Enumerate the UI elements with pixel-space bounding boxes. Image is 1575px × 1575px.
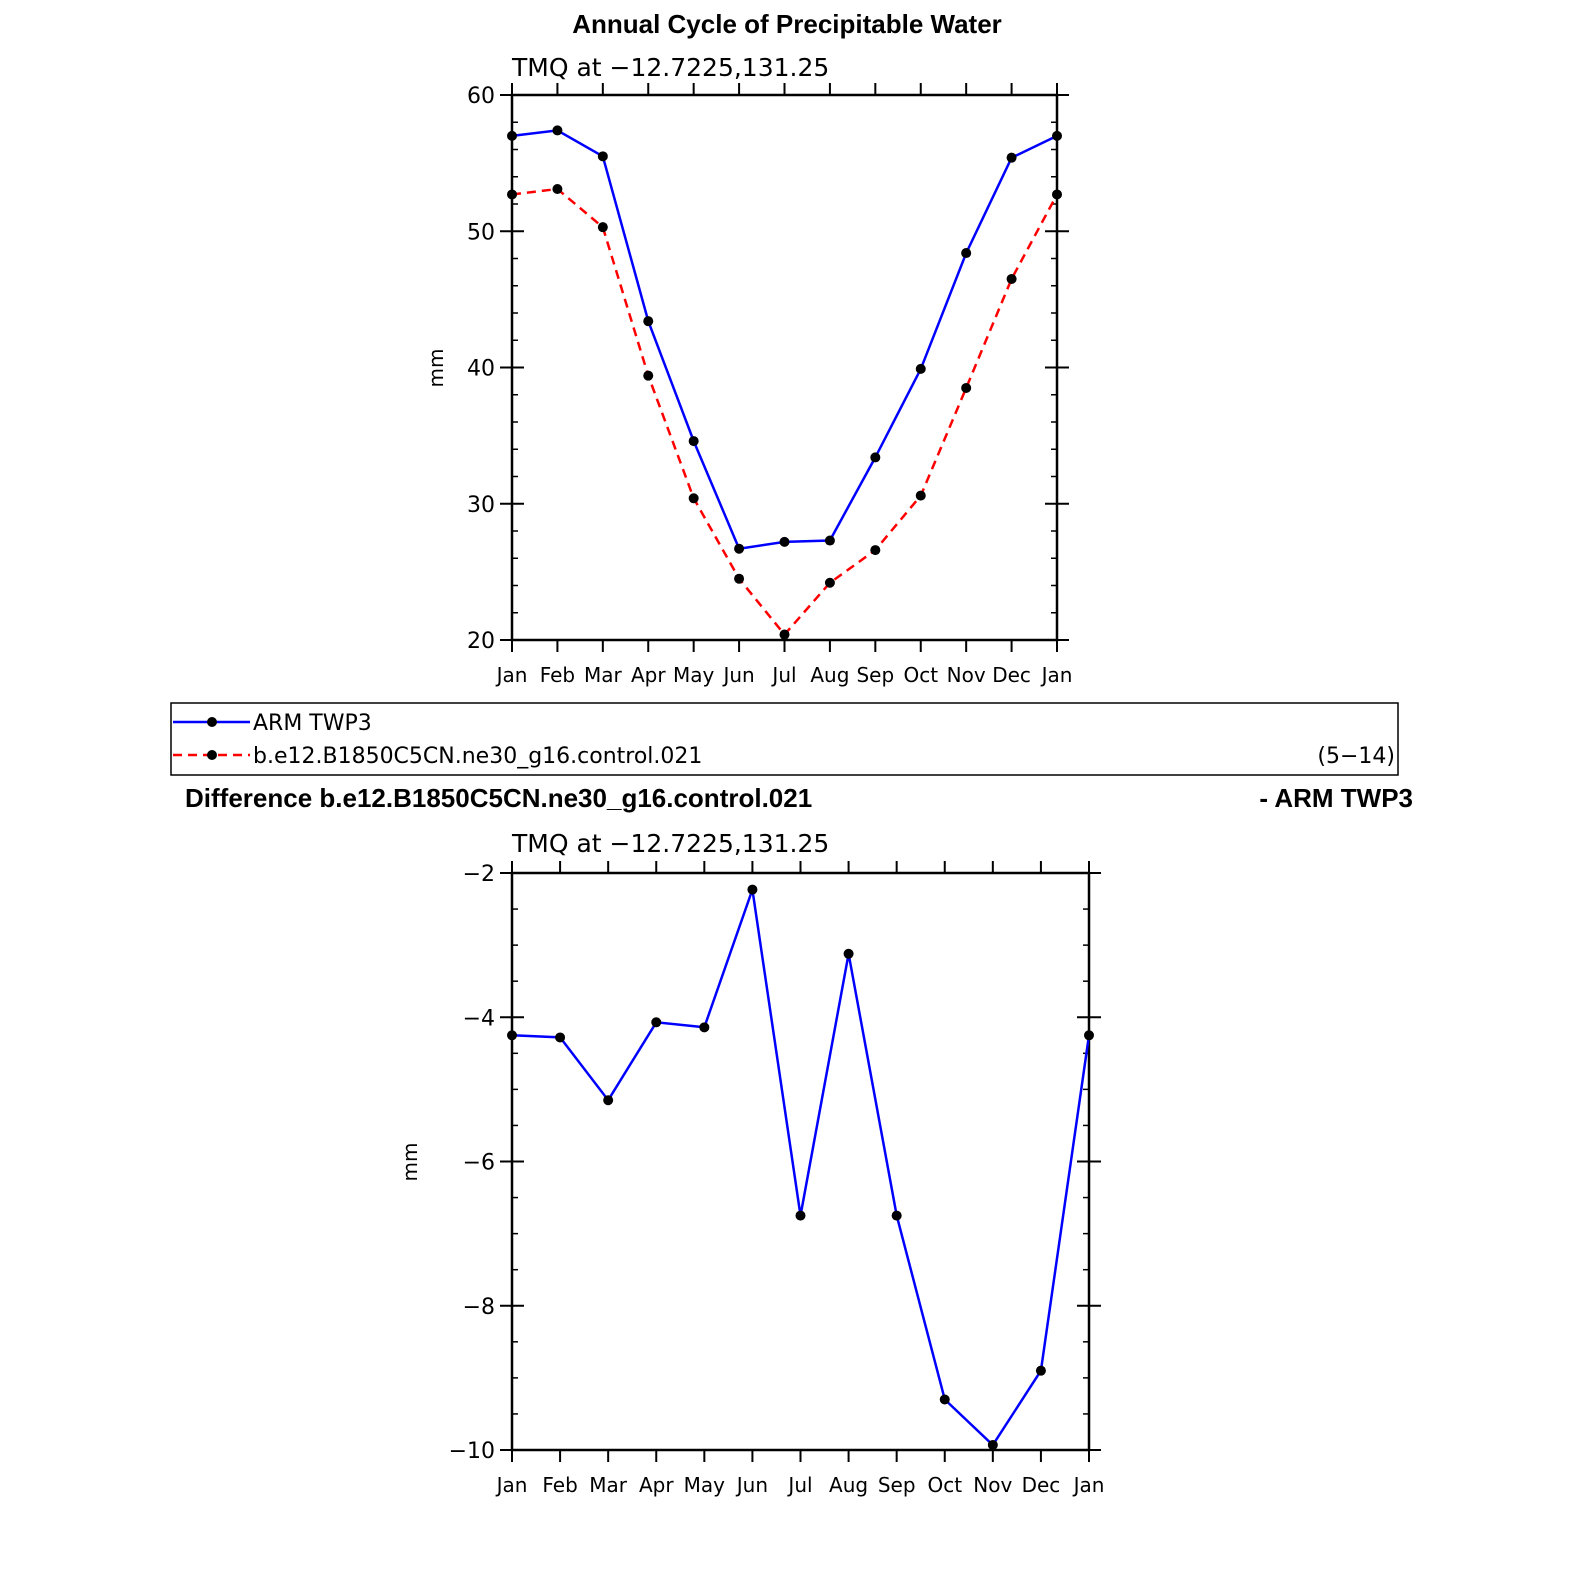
chart2-subtitle: TMQ at −12.7225,131.25 xyxy=(511,829,829,858)
chart1-series-1-point xyxy=(507,130,517,141)
chart2-series-1-point xyxy=(795,1210,806,1221)
chart2-y-axis-label: mm xyxy=(398,1143,422,1182)
chart2-frame xyxy=(510,871,1091,1452)
chart1-x-tick-label: Jan xyxy=(495,663,528,687)
chart1-series-1-point xyxy=(779,536,790,547)
chart1-y-tick-label: 40 xyxy=(467,357,495,382)
chart2-y-tick-label: −8 xyxy=(463,1295,495,1320)
chart2-series-1-point xyxy=(1084,1030,1094,1041)
chart1-y-tick-label: 50 xyxy=(467,220,495,245)
chart1-series-1-point xyxy=(824,535,835,546)
chart1-title: Annual Cycle of Precipitable Water xyxy=(572,9,1002,39)
chart1-subtitle: TMQ at −12.7225,131.25 xyxy=(511,53,829,82)
chart1-series-1-point xyxy=(961,248,972,259)
chart2-series-1-point xyxy=(843,948,854,959)
chart1-y-tick-label: 20 xyxy=(467,629,495,654)
chart2-series-1-point xyxy=(1035,1365,1046,1376)
chart1-series-2-point xyxy=(779,629,790,640)
chart2-series-1-point xyxy=(891,1210,902,1221)
chart2-x-tick-label: Dec xyxy=(1022,1473,1061,1497)
chart1-series-2-point xyxy=(915,490,926,501)
chart1-series-2-point xyxy=(688,493,699,504)
chart1-x-tick-label: Jun xyxy=(721,663,754,687)
chart1-series-1-line xyxy=(511,129,1058,551)
chart1-series-1-point xyxy=(597,151,608,162)
chart1-series-2-point xyxy=(643,370,654,381)
chart1-x-tick-label: Aug xyxy=(810,663,849,687)
chart1-x-tick-label: Nov xyxy=(947,663,986,687)
chart2-y-tick-label: −6 xyxy=(463,1151,495,1176)
chart2-x-tick-label: Feb xyxy=(542,1473,577,1497)
legend-label-arm: ARM TWP3 xyxy=(253,711,372,736)
legend-label-model: b.e12.B1850C5CN.ne30_g16.control.021 xyxy=(253,744,702,769)
chart1-series-2-point xyxy=(1052,189,1062,200)
chart1-x-tick-label: Oct xyxy=(903,663,938,687)
chart1-series-2-point xyxy=(870,545,881,556)
chart2-y-tick-label: −10 xyxy=(449,1439,495,1464)
chart1-series-2-point xyxy=(1006,273,1017,284)
legend-box xyxy=(170,702,1399,776)
chart2-series-1-point xyxy=(747,884,758,895)
chart1-y-tick-label: 60 xyxy=(467,84,495,109)
chart2-series-1-point xyxy=(603,1095,614,1106)
chart1-series-1-point xyxy=(870,452,881,463)
chart2-plot-area: Jan Feb Mar Apr May Jun Jul Aug Sep Oct Nov Dec Jan−… xyxy=(449,861,1105,1497)
chart1-series-2-point xyxy=(597,222,608,233)
chart2-x-tick-label: Jan xyxy=(1072,1473,1105,1497)
chart1-series-2-point xyxy=(734,573,745,584)
chart1-series-1-point xyxy=(1052,130,1062,141)
chart2-title-right: - ARM TWP3 xyxy=(1259,783,1413,813)
chart1-series-2-point xyxy=(824,577,835,588)
chart2-x-tick-label: Jun xyxy=(735,1473,768,1497)
chart2-y-tick-label: −4 xyxy=(463,1006,495,1031)
chart2-x-tick-label: Apr xyxy=(639,1473,674,1497)
chart1-x-tick-label: Feb xyxy=(540,663,575,687)
chart1-x-tick-label: Jan xyxy=(1040,663,1073,687)
chart1-series-2-point xyxy=(507,189,517,200)
chart1-series-2-point xyxy=(961,382,972,393)
chart1-series-1-point xyxy=(643,316,654,327)
chart2-y-tick-label: −2 xyxy=(463,862,495,887)
chart2-x-tick-label: Oct xyxy=(927,1473,962,1497)
chart1-y-tick-label: 30 xyxy=(467,493,495,518)
chart1-series-1-point xyxy=(734,543,745,554)
chart1-series-1-point xyxy=(688,436,699,447)
legend: ARM TWP3 b.e12.B1850C5CN.ne30_g16.contro… xyxy=(170,702,1399,776)
chart1-x-tick-label: Mar xyxy=(584,663,623,687)
chart2-series-1-point xyxy=(651,1017,662,1028)
chart1-series-1-point xyxy=(915,363,926,374)
chart1-series-2-line xyxy=(511,187,1059,637)
chart2-series-1-point xyxy=(939,1394,950,1405)
chart1-series-1-point xyxy=(1006,152,1017,163)
legend-marker-arm xyxy=(207,717,217,727)
chart2-series-1-line xyxy=(511,889,1091,1447)
chart2-x-tick-label: Nov xyxy=(973,1473,1012,1497)
chart1-x-tick-label: Sep xyxy=(856,663,894,687)
chart1-x-tick-label: Apr xyxy=(631,663,666,687)
chart1-x-tick-label: May xyxy=(673,663,715,687)
chart2-x-tick-label: May xyxy=(684,1473,726,1497)
legend-marker-model xyxy=(207,750,217,760)
chart2-x-tick-label: Sep xyxy=(878,1473,916,1497)
chart1-series-2-point xyxy=(552,184,563,195)
chart1-plot-area: Jan Feb Mar Apr May Jun Jul Aug Sep Oct Nov Dec Jan 6… xyxy=(467,83,1072,687)
chart1-y-axis-label: mm xyxy=(424,349,448,388)
chart2-x-tick-label: Jul xyxy=(786,1473,812,1497)
chart2-x-tick-label: Mar xyxy=(589,1473,628,1497)
chart2-x-tick-label: Aug xyxy=(829,1473,868,1497)
chart1-x-tick-label: Jul xyxy=(770,663,796,687)
legend-note: (5−14) xyxy=(1317,744,1395,769)
chart1-series-1-point xyxy=(552,125,563,136)
chart2-x-tick-label: Jan xyxy=(495,1473,528,1497)
chart2-series-1-point xyxy=(987,1439,998,1450)
chart2-series-1-point xyxy=(507,1030,517,1041)
chart2-series-1-point xyxy=(699,1022,710,1033)
chart1-x-tick-label: Dec xyxy=(992,663,1031,687)
chart2-title-left: Difference b.e12.B1850C5CN.ne30_g16.cont… xyxy=(185,783,812,813)
chart2-series-1-point xyxy=(555,1032,566,1043)
